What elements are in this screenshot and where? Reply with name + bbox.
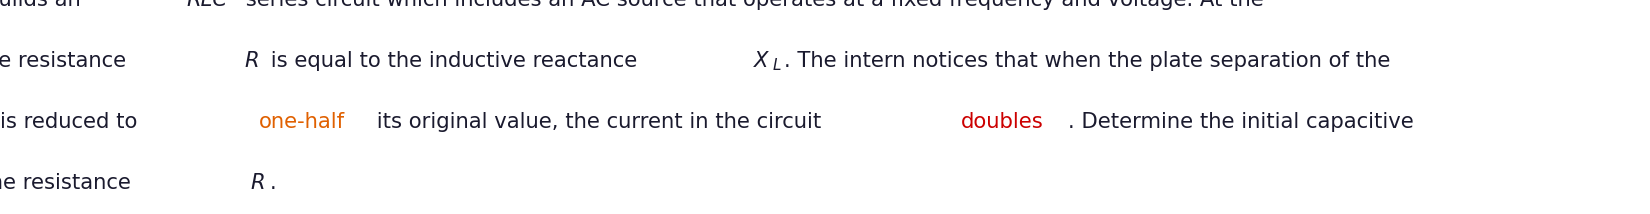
Text: R: R (251, 173, 266, 193)
Text: . The intern notices that when the plate separation of the: . The intern notices that when the plate… (784, 51, 1389, 71)
Text: reactance in terms of the resistance: reactance in terms of the resistance (0, 173, 139, 193)
Text: its original value, the current in the circuit: its original value, the current in the c… (370, 112, 828, 132)
Text: parallel-plate capacitor is reduced to: parallel-plate capacitor is reduced to (0, 112, 145, 132)
Text: is equal to the inductive reactance: is equal to the inductive reactance (264, 51, 644, 71)
Text: operating frequency, the resistance: operating frequency, the resistance (0, 51, 134, 71)
Text: one-half: one-half (259, 112, 345, 132)
Text: . Determine the initial capacitive: . Determine the initial capacitive (1068, 112, 1414, 132)
Text: series circuit which includes an AC source that operates at a fixed frequency an: series circuit which includes an AC sour… (239, 0, 1264, 10)
Text: .: . (269, 173, 276, 193)
Text: doubles: doubles (962, 112, 1044, 132)
Text: R: R (244, 51, 259, 71)
Text: RLC: RLC (186, 0, 228, 10)
Text: X: X (754, 51, 769, 71)
Text: An engineering intern builds an: An engineering intern builds an (0, 0, 87, 10)
Text: L: L (772, 58, 780, 73)
